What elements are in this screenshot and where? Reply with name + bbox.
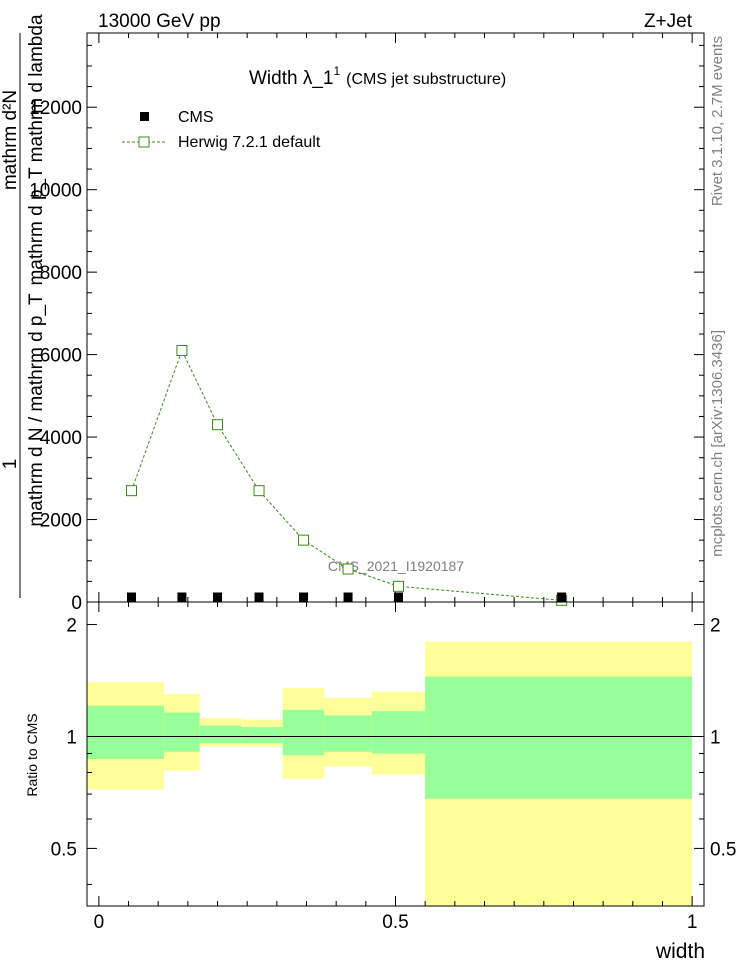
ratio-y-axis: 0.5 0.5 1 1 2 2: [51, 616, 736, 885]
header-left: 13000 GeV pp: [98, 11, 221, 32]
ratio-inner-band: [425, 676, 693, 799]
cms-point: [299, 592, 309, 602]
x-axis-label: width: [655, 940, 705, 963]
chart-title-sup: 1: [333, 64, 340, 78]
header-right: Z+Jet: [644, 11, 693, 32]
series-herwig: [125, 344, 568, 606]
herwig-point: [342, 563, 354, 575]
y-tick-label: 4000: [40, 428, 82, 449]
ratio-bands: [87, 641, 693, 906]
y-tick-label: 0: [71, 593, 82, 614]
ylabel-numerator: mathrm d²N: [0, 90, 21, 190]
chart-title-sub: (CMS jet substructure): [346, 71, 506, 88]
y-tick-label: 10000: [29, 181, 82, 202]
ratio-inner-band: [241, 727, 283, 744]
x-tick-label: 0.5: [382, 912, 408, 933]
chart-title-main: Width λ_1: [249, 68, 333, 89]
ratio-inner-band: [324, 715, 372, 752]
ylabel-denominator: mathrm d p_T mathrm d lambda: [26, 14, 47, 285]
x-tick-label: 1: [687, 912, 698, 933]
ratio-y-label: Ratio to CMS: [24, 713, 40, 796]
legend-herwig-label: Herwig 7.2.1 default: [178, 134, 321, 151]
ratio-y-tick-label-right: 0.5: [710, 839, 736, 860]
y-tick-label: 8000: [40, 263, 82, 284]
cms-point: [254, 592, 264, 602]
herwig-point: [212, 419, 224, 431]
herwig-point: [253, 485, 265, 497]
ratio-y-tick-label-right: 1: [710, 727, 721, 748]
ratio-y-tick-label: 2: [66, 616, 77, 637]
cms-point: [343, 592, 353, 602]
legend-cms-marker: [140, 112, 149, 121]
cms-point: [393, 592, 403, 602]
main-y-label: 1 mathrm d N / mathrm d p_T mathrm d²N m…: [0, 14, 47, 598]
herwig-point: [392, 580, 404, 592]
cms-point: [126, 592, 136, 602]
cms-point: [177, 592, 187, 602]
legend: CMS Herwig 7.2.1 default: [122, 109, 321, 151]
legend-cms-label: CMS: [178, 109, 214, 126]
cms-point: [213, 592, 223, 602]
cms-point: [557, 592, 567, 602]
y-tick-label: 2000: [40, 511, 82, 532]
chart-title: Width λ_11 (CMS jet substructure): [249, 64, 506, 89]
x-tick-label: 0: [94, 912, 105, 933]
ratio-inner-band: [87, 705, 165, 759]
ratio-inner-band: [371, 711, 426, 754]
analysis-watermark: CMS_2021_I1920187: [328, 558, 464, 574]
ratio-inner-band: [282, 709, 325, 756]
legend-herwig-marker: [138, 136, 150, 148]
rivet-label: Rivet 3.1.10, 2.7M events: [709, 36, 726, 206]
herwig-point: [125, 485, 137, 497]
series-cms: [126, 592, 567, 602]
ratio-x-axis: 0 0.5 1: [94, 602, 698, 933]
ratio-plot-panel: 0.5 0.51 12 2 0 0.5 1: [51, 601, 736, 933]
ylabel-prefactor: 1: [0, 459, 21, 470]
herwig-point: [298, 534, 310, 546]
main-plot-panel: 0 2000 4000 6000 8000 10000 12000 Width λ_11 (C…: [29, 32, 705, 614]
herwig-point: [176, 344, 188, 356]
ylabel-denominator-text: mathrm d N / mathrm d p_T: [26, 293, 47, 527]
ratio-inner-band: [199, 725, 242, 744]
y-tick-label: 12000: [29, 98, 82, 119]
ratio-y-tick-label-right: 2: [710, 616, 721, 637]
ratio-inner-band: [164, 712, 200, 752]
mcplots-label: mcplots.cern.ch [arXiv:1306.3436]: [709, 330, 726, 557]
herwig-line: [131, 349, 562, 601]
main-y-axis: 0 2000 4000 6000 8000 10000 12000: [29, 44, 704, 614]
ratio-y-tick-label: 1: [66, 727, 77, 748]
ratio-y-tick-label: 0.5: [51, 839, 77, 860]
y-tick-label: 6000: [40, 346, 82, 367]
